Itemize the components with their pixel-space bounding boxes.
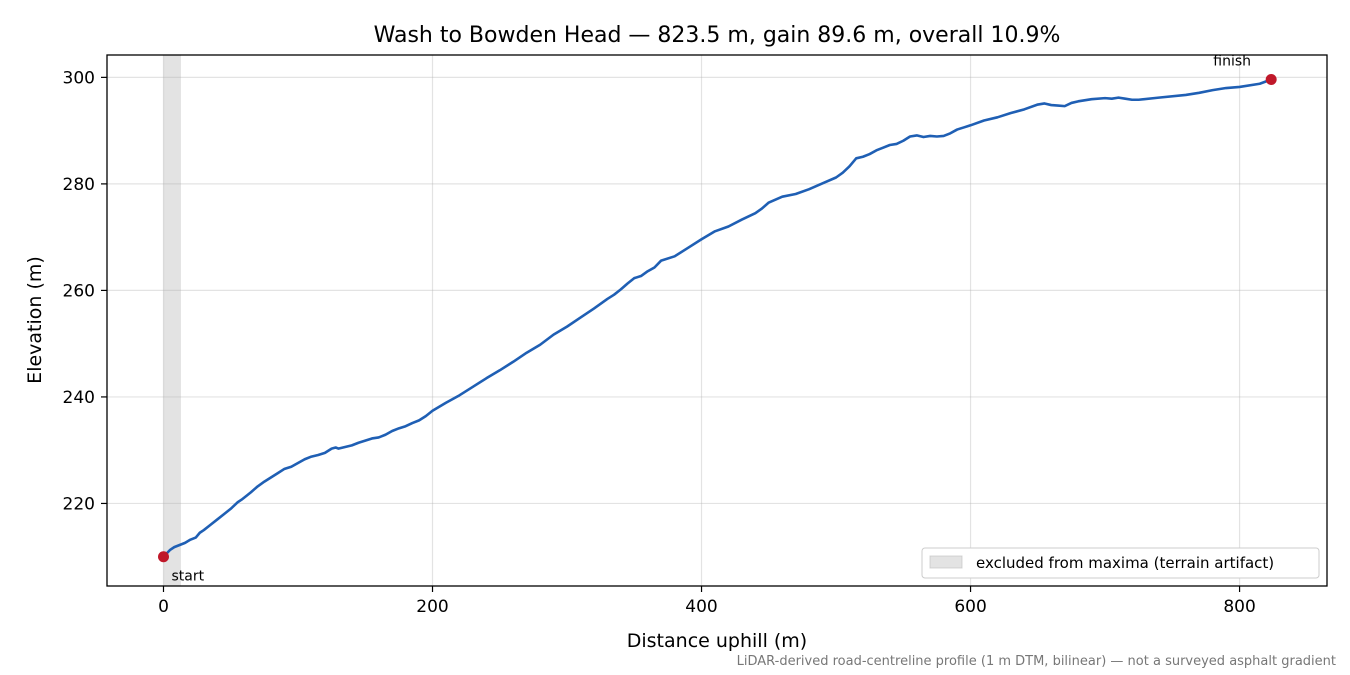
x-tick-label: 600	[954, 597, 986, 617]
finish-label: finish	[1213, 53, 1251, 69]
elevation-line	[162, 78, 1273, 559]
footnote: LiDAR-derived road-centreline profile (1…	[737, 654, 1336, 669]
x-tick-label: 0	[158, 597, 169, 617]
plot-frame	[106, 54, 1328, 587]
start-marker	[157, 551, 169, 563]
y-tick-label: 280	[63, 175, 95, 195]
finish-marker	[1265, 73, 1277, 85]
legend-box	[921, 547, 1320, 579]
legend-swatch	[929, 555, 963, 569]
chart-title: Wash to Bowden Head — 823.5 m, gain 89.6…	[374, 23, 1061, 48]
excluded-range-shading	[163, 55, 181, 586]
axis-ticks: 0 200 400 600 800 220 240 260 280 300	[63, 68, 1256, 617]
x-axis-label: Distance uphill (m)	[627, 630, 807, 652]
legend-label: excluded from maxima (terrain artifact)	[976, 554, 1274, 572]
x-tick-label: 800	[1223, 597, 1255, 617]
plot-area: start finish	[106, 53, 1328, 587]
x-tick-label: 400	[685, 597, 717, 617]
y-tick-label: 240	[63, 388, 95, 408]
y-tick-label: 220	[63, 494, 95, 514]
start-label: start	[171, 569, 204, 585]
x-tick-label: 200	[416, 597, 448, 617]
legend: excluded from maxima (terrain artifact)	[921, 547, 1320, 579]
y-axis-label: Elevation (m)	[24, 256, 46, 384]
y-tick-label: 260	[63, 281, 95, 301]
grid-lines	[107, 55, 1327, 586]
y-tick-label: 300	[63, 68, 95, 88]
